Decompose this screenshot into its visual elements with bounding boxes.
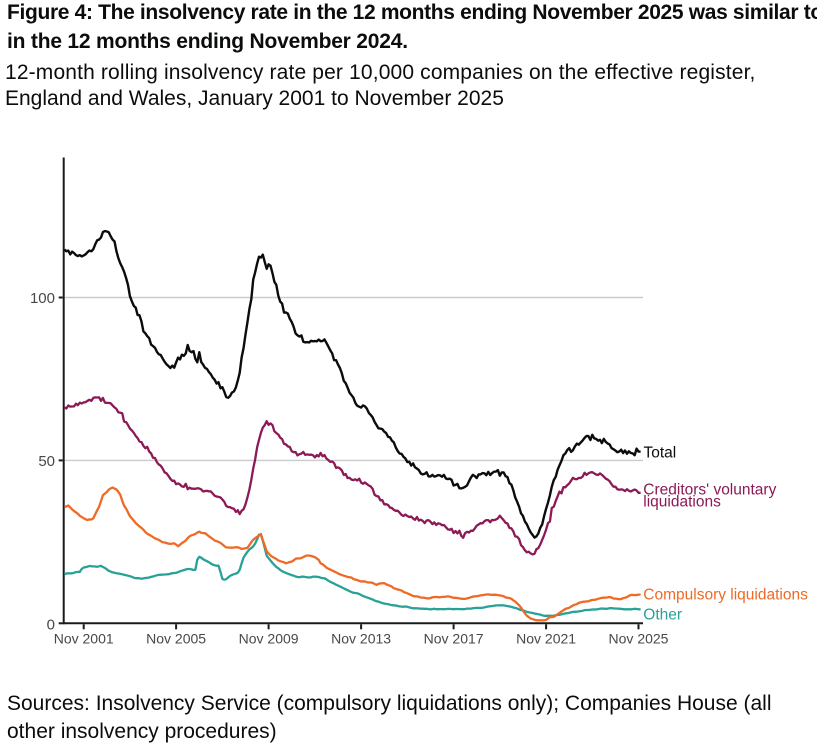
svg-text:Nov 2017: Nov 2017 xyxy=(424,630,484,646)
svg-text:Nov 2001: Nov 2001 xyxy=(54,630,114,646)
svg-text:Other: Other xyxy=(643,607,682,624)
svg-text:Nov 2021: Nov 2021 xyxy=(516,630,576,646)
svg-text:50: 50 xyxy=(38,453,55,470)
svg-text:Nov 2009: Nov 2009 xyxy=(239,630,299,646)
svg-text:Creditors' voluntary: Creditors' voluntary xyxy=(643,481,776,498)
svg-text:Compulsory liquidations: Compulsory liquidations xyxy=(643,586,808,603)
svg-text:Nov 2025: Nov 2025 xyxy=(609,630,669,646)
svg-text:0: 0 xyxy=(47,616,55,633)
svg-text:Nov 2005: Nov 2005 xyxy=(146,630,206,646)
svg-text:Nov 2013: Nov 2013 xyxy=(331,630,391,646)
svg-text:100: 100 xyxy=(30,290,55,307)
svg-text:liquidations: liquidations xyxy=(643,494,721,511)
svg-text:Total: Total xyxy=(644,445,677,462)
